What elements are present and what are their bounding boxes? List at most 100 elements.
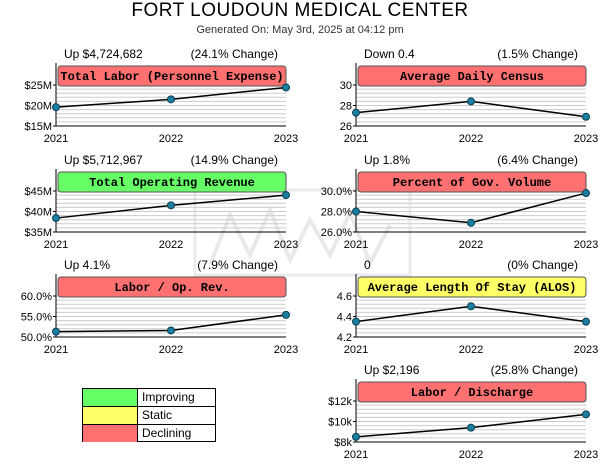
stat-change-value: 0 <box>364 258 371 272</box>
x-tick-label: 2021 <box>344 133 368 145</box>
x-tick-label: 2023 <box>274 133 298 145</box>
x-tick-label: 2022 <box>159 133 183 145</box>
data-point <box>352 108 360 117</box>
stat-change-percent: (1.5% Change) <box>497 47 578 61</box>
status-title-bar <box>357 381 587 403</box>
series-line <box>355 192 587 224</box>
line-chart-total-operating-revenue: $35M $40M $45M 2021 2022 2023 Total Operating … <box>24 169 298 251</box>
stat-change-value: Up 4.1% <box>64 258 111 272</box>
data-point <box>467 97 475 106</box>
chart-title: Average Daily Census <box>400 70 544 84</box>
y-tick-label: $35M <box>24 227 52 239</box>
legend-swatch-static <box>83 407 138 424</box>
data-point <box>352 317 360 326</box>
line-chart-total-labor: $15M $20M $25M 2021 2022 2023 Total Labor (Per… <box>24 63 298 145</box>
stat-change-percent: (25.8% Change) <box>490 363 578 377</box>
chart-panel-percent-gov-volume: Up 1.8% (6.4% Change) 26.0% 28.0% 30.0% 2021 2… <box>300 153 598 253</box>
y-tick-label: 50.0% <box>21 332 52 344</box>
legend: Improving Static Declining <box>82 388 216 442</box>
x-tick-label: 2021 <box>344 449 368 461</box>
status-title-bar <box>357 171 587 193</box>
x-tick-label: 2023 <box>274 344 298 356</box>
chart-panel-labor-op-rev: Up 4.1% (7.9% Change) 50.0% 55.0% 60.0% 2021 2… <box>0 258 298 358</box>
line-chart-percent-gov-volume: 26.0% 28.0% 30.0% 2021 2022 2023 Percent of Go… <box>321 169 598 251</box>
y-tick-label: $45M <box>24 186 52 198</box>
chart-title: Labor / Op. Rev. <box>114 281 229 295</box>
data-point <box>467 423 475 432</box>
line-chart-average-daily-census: 26 28 30 2021 2022 2023 Average Daily Census <box>340 63 598 145</box>
x-tick-label: 2022 <box>459 133 483 145</box>
data-point <box>167 201 175 210</box>
y-tick-label: $20M <box>24 101 52 113</box>
y-tick-label: 28 <box>340 101 352 113</box>
stat-change-value: Up $4,724,682 <box>64 47 143 61</box>
status-title-bar <box>57 276 287 298</box>
data-point <box>582 410 590 419</box>
chart-title: Total Labor (Personnel Expense) <box>60 70 283 84</box>
chart-panel-total-operating-revenue: Up $5,712,967 (14.9% Change) $35M $40M $45M 2… <box>0 153 298 253</box>
x-tick-label: 2023 <box>574 449 598 461</box>
x-tick-label: 2021 <box>44 239 68 251</box>
line-chart-labor-discharge: $8k $10k $12k 2021 2022 2023 Labor / Discharge <box>328 379 598 461</box>
x-tick-label: 2023 <box>574 133 598 145</box>
status-title-bar <box>357 65 587 87</box>
generated-timestamp: Generated On: May 3rd, 2025 at 04:12 pm <box>196 24 404 36</box>
y-tick-label: $10k <box>328 417 352 429</box>
y-tick-label: 26.0% <box>321 227 352 239</box>
legend-label-declining: Declining <box>142 426 192 440</box>
line-chart-average-length-of-stay: 4.2 4.4 4.6 2021 2022 2023 Average Length Of S… <box>337 274 598 356</box>
stat-change-value: Down 0.4 <box>364 47 415 61</box>
stat-change-percent: (14.9% Change) <box>190 153 278 167</box>
data-point <box>52 103 60 112</box>
y-tick-label: $8k <box>334 437 352 449</box>
y-tick-label: 60.0% <box>21 291 52 303</box>
data-point <box>582 317 590 326</box>
chart-panel-total-labor: Up $4,724,682 (24.1% Change) $15M $20M $25M 2… <box>0 47 298 147</box>
y-tick-label: 4.4 <box>337 312 352 324</box>
y-tick-label: $15M <box>24 121 52 133</box>
x-tick-label: 2022 <box>459 449 483 461</box>
x-tick-label: 2021 <box>44 133 68 145</box>
data-point <box>167 95 175 104</box>
x-tick-label: 2021 <box>344 239 368 251</box>
x-tick-label: 2021 <box>44 344 68 356</box>
y-tick-label: 26 <box>340 121 352 133</box>
data-point <box>52 214 60 223</box>
x-tick-label: 2022 <box>459 239 483 251</box>
y-tick-label: 30 <box>340 80 352 92</box>
x-tick-label: 2023 <box>274 239 298 251</box>
y-tick-label: 55.0% <box>21 312 52 324</box>
page-title: FORT LOUDOUN MEDICAL CENTER <box>131 0 469 21</box>
y-tick-label: $25M <box>24 80 52 92</box>
stat-change-percent: (24.1% Change) <box>190 47 278 61</box>
stat-change-percent: (0% Change) <box>507 258 578 272</box>
chart-panel-labor-discharge: Up $2,196 (25.8% Change) $8k $10k $12k 2021 20… <box>300 363 598 463</box>
data-point <box>352 207 360 216</box>
legend-label-static: Static <box>142 408 173 422</box>
stat-change-percent: (6.4% Change) <box>497 153 578 167</box>
data-point <box>467 302 475 311</box>
x-tick-label: 2021 <box>344 344 368 356</box>
legend-swatch-declining <box>83 425 138 442</box>
legend-item-improving: Improving <box>83 389 215 407</box>
chart-title: Average Length Of Stay (ALOS) <box>368 281 577 295</box>
data-point <box>282 83 290 92</box>
legend-item-static: Static <box>83 407 215 425</box>
y-tick-label: $12k <box>328 396 352 408</box>
status-title-bar <box>357 276 587 298</box>
data-point <box>582 112 590 121</box>
data-point <box>467 218 475 227</box>
data-point <box>582 189 590 198</box>
stat-change-percent: (7.9% Change) <box>197 258 278 272</box>
x-tick-label: 2023 <box>574 344 598 356</box>
x-tick-label: 2023 <box>574 239 598 251</box>
y-tick-label: 28.0% <box>321 207 352 219</box>
data-point <box>282 191 290 200</box>
data-point <box>52 327 60 336</box>
status-title-bar <box>57 65 287 87</box>
data-point <box>282 310 290 319</box>
chart-panel-average-daily-census: Down 0.4 (1.5% Change) 26 28 30 2021 2022 2023 A… <box>300 47 598 147</box>
chart-title: Total Operating Revenue <box>89 176 255 190</box>
line-chart-labor-op-rev: 50.0% 55.0% 60.0% 2021 2022 2023 Labor / Op. R… <box>21 274 298 356</box>
stat-change-value: Up $2,196 <box>364 363 420 377</box>
